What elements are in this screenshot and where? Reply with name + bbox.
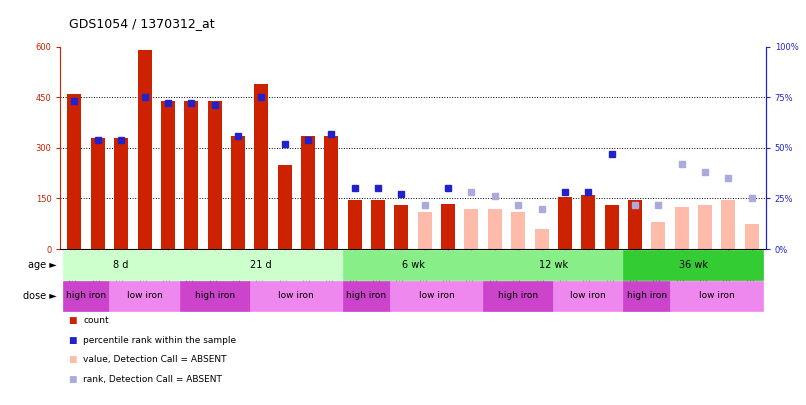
Text: high iron: high iron [347, 291, 386, 301]
Bar [114, 138, 128, 249]
Text: dose ►: dose ► [23, 291, 56, 301]
Text: 36 wk: 36 wk [679, 260, 708, 270]
Text: high iron: high iron [194, 291, 235, 301]
Bar [464, 209, 479, 249]
Bar [91, 138, 105, 249]
Bar [301, 136, 315, 249]
Bar [418, 212, 432, 249]
Text: low iron: low iron [699, 291, 734, 301]
Text: GDS1054 / 1370312_at: GDS1054 / 1370312_at [69, 17, 214, 30]
Bar [745, 224, 758, 249]
Bar [68, 94, 81, 249]
Bar [675, 207, 688, 249]
Bar [208, 100, 222, 249]
Text: low iron: low iron [418, 291, 455, 301]
Text: high iron: high iron [66, 291, 106, 301]
Bar [698, 205, 712, 249]
Text: count: count [83, 316, 109, 325]
Bar [394, 205, 409, 249]
Text: ■: ■ [69, 375, 77, 384]
Bar [558, 197, 572, 249]
Bar [185, 100, 198, 249]
Bar [441, 203, 455, 249]
Bar [277, 165, 292, 249]
Bar [347, 200, 362, 249]
Text: 8 d: 8 d [114, 260, 129, 270]
Text: 6 wk: 6 wk [401, 260, 425, 270]
Bar [604, 205, 618, 249]
Bar [511, 212, 526, 249]
Text: ■: ■ [69, 316, 77, 325]
Bar [651, 222, 665, 249]
Bar [231, 136, 245, 249]
Text: rank, Detection Call = ABSENT: rank, Detection Call = ABSENT [83, 375, 222, 384]
Bar [371, 200, 385, 249]
Bar [628, 200, 642, 249]
Text: low iron: low iron [278, 291, 314, 301]
Bar [161, 100, 175, 249]
Bar [324, 136, 339, 249]
Bar [138, 50, 152, 249]
Bar [488, 209, 502, 249]
Text: low iron: low iron [127, 291, 162, 301]
Text: 21 d: 21 d [251, 260, 272, 270]
Text: value, Detection Call = ABSENT: value, Detection Call = ABSENT [83, 355, 226, 364]
Text: 12 wk: 12 wk [538, 260, 567, 270]
Bar [254, 84, 268, 249]
Text: high iron: high iron [626, 291, 667, 301]
Text: ■: ■ [69, 336, 77, 345]
Text: high iron: high iron [498, 291, 538, 301]
Text: percentile rank within the sample: percentile rank within the sample [83, 336, 236, 345]
Text: low iron: low iron [571, 291, 606, 301]
Bar [534, 229, 549, 249]
Bar [721, 200, 735, 249]
Bar [581, 195, 595, 249]
Text: age ►: age ► [27, 260, 56, 270]
Text: ■: ■ [69, 355, 77, 364]
